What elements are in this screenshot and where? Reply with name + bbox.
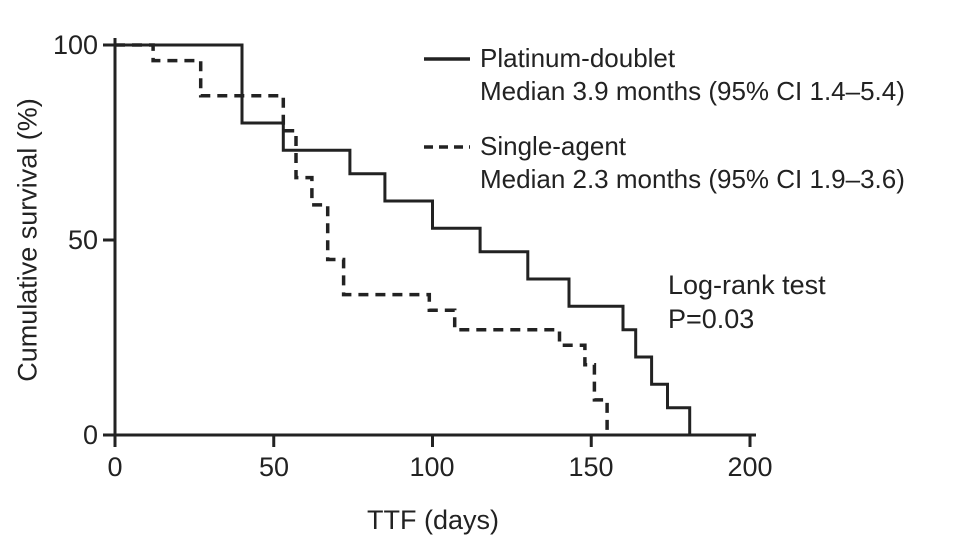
- y-axis-label: Cumulative survival (%): [12, 98, 43, 382]
- dashed-line-sample-icon: [424, 144, 470, 149]
- logrank-annotation: Log-rank test P=0.03: [668, 268, 826, 336]
- x-tick-label-0: 0: [107, 452, 123, 482]
- legend-label-platinum-doublet: Platinum-doublet: [480, 43, 676, 73]
- y-tick-label-50: 50: [67, 225, 98, 255]
- legend-median-single-agent: Median 2.3 months (95% CI 1.9–3.6): [480, 164, 905, 194]
- legend-median-platinum-doublet: Median 3.9 months (95% CI 1.4–5.4): [480, 76, 905, 106]
- x-tick-label-50: 50: [258, 452, 290, 482]
- y-tick-label-100: 100: [52, 30, 98, 60]
- x-tick-label-150: 150: [568, 452, 614, 482]
- legend-label-single-agent: Single-agent: [480, 131, 626, 161]
- y-tick-label-0: 0: [82, 420, 98, 450]
- solid-line-sample-icon: [424, 56, 470, 61]
- logrank-annotation-line1: Log-rank test: [668, 270, 826, 300]
- x-tick-label-200: 200: [727, 452, 773, 482]
- logrank-annotation-line2: P=0.03: [668, 304, 755, 334]
- legend-entry-single-agent: Single-agent Median 2.3 months (95% CI 1…: [424, 130, 905, 196]
- x-tick-label-100: 100: [409, 452, 455, 482]
- x-axis-label: TTF (days): [367, 505, 499, 535]
- legend-entry-platinum-doublet: Platinum-doublet Median 3.9 months (95% …: [424, 42, 905, 108]
